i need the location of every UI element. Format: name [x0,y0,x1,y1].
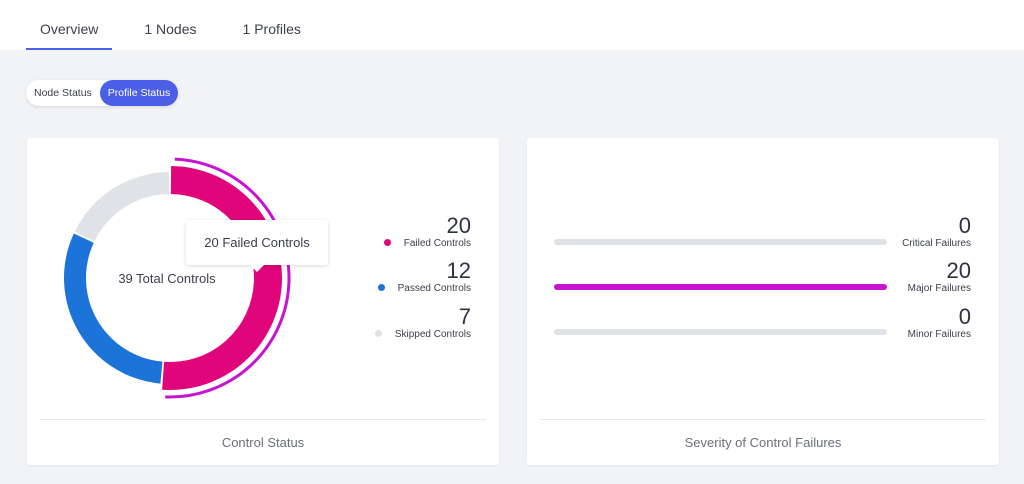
severity-major: 20 Major Failures [908,260,971,296]
profile-status-button[interactable]: Profile Status [99,80,179,106]
donut-tooltip: 20 Failed Controls [186,220,328,272]
skipped-dot-icon [374,330,382,337]
tab-nodes[interactable]: 1 Nodes [144,21,197,37]
passed-count: 12 [446,258,471,283]
failed-count: 20 [446,213,471,238]
major-bar-fill [554,284,887,290]
failed-dot-icon [383,239,391,246]
critical-bar[interactable] [554,239,887,245]
minor-count: 0 [958,304,971,329]
node-status-button[interactable]: Node Status [34,87,92,99]
total-controls-label: 39 Total Controls [118,271,216,286]
legend-failed[interactable]: 20 Failed Controls [383,213,471,251]
legend-passed[interactable]: 12 Passed Controls [377,258,471,296]
tab-profiles[interactable]: 1 Profiles [242,21,301,37]
skipped-label: Skipped Controls [394,329,471,340]
major-count: 20 [946,258,971,283]
critical-count: 0 [958,213,971,238]
severity-card: 0 Critical Failures 20 Major Failures 0 … [527,138,999,465]
critical-label: Critical Failures [902,238,971,249]
severity-critical: 0 Critical Failures [902,215,971,251]
failed-label: Failed Controls [403,238,471,249]
major-label: Major Failures [907,283,971,294]
failed-highlight-arc [165,157,291,399]
tab-bar: Overview 1 Nodes 1 Profiles [0,0,1024,50]
minor-bar[interactable] [554,329,887,335]
control-status-title: Control Status [40,419,486,465]
passed-label: Passed Controls [397,283,471,294]
donut-segment-skipped-controls[interactable] [74,172,170,242]
donut-segment-passed-controls[interactable] [64,233,163,384]
passed-dot-icon [377,284,385,291]
legend-skipped[interactable]: 7 Skipped Controls [374,304,471,342]
status-toggle: Node Status Profile Status [26,80,179,106]
severity-title: Severity of Control Failures [540,419,986,465]
skipped-count: 7 [458,304,471,329]
major-bar[interactable] [554,284,887,290]
minor-label: Minor Failures [907,329,971,340]
severity-minor: 0 Minor Failures [908,306,971,342]
tab-overview[interactable]: Overview [26,0,113,50]
